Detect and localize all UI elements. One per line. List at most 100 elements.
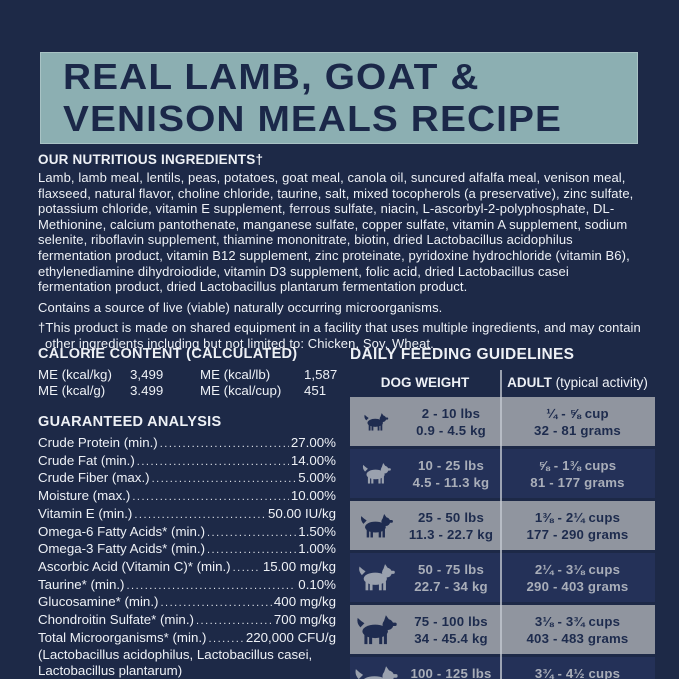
- dog-size-icon: [359, 513, 394, 538]
- analysis-row: Vitamin E (min.) 50.00 IU/kg: [38, 506, 336, 524]
- dog-weight-header: DOG WEIGHT: [380, 374, 470, 390]
- adult-header: ADULT (typical activity): [500, 375, 655, 390]
- feeding-row: 75 - 100 lbs 34 - 45.4 kg 3⅛ - 3¾ cups 403…: [350, 605, 655, 654]
- column-divider: [500, 370, 502, 679]
- recipe-title-line2: VENISON MEALS RECIPE: [63, 98, 563, 139]
- weight-lbs: 75 - 100 lbs: [414, 613, 488, 629]
- portion-cups: 3⅛ - 3¾ cups: [534, 613, 621, 629]
- guaranteed-analysis-section: GUARANTEED ANALYSIS Crude Protein (min.)…: [38, 414, 336, 679]
- analysis-label: Ascorbic Acid (Vitamin C)* (min.): [38, 558, 231, 574]
- weight-lbs: 50 - 75 lbs: [418, 561, 484, 577]
- portion-cups: 2¼ - 3⅛ cups: [534, 561, 621, 577]
- weight-kg: 4.5 - 11.3 kg: [412, 474, 490, 490]
- calorie-table: ME (kcal/kg) 3,499 ME (kcal/lb) 1,587 ME…: [38, 367, 338, 399]
- portion-grams: 81 - 177 grams: [530, 474, 625, 490]
- analysis-label: Total Microorganisms* (min.): [38, 629, 207, 645]
- analysis-row: Moisture (max.) 10.00%: [38, 488, 336, 506]
- feeding-row: 10 - 25 lbs 4.5 - 11.3 kg ⅝ - 1⅜ cups 81 -…: [350, 449, 655, 498]
- analysis-label: Moisture (max.): [38, 488, 131, 504]
- weight-lbs: 25 - 50 lbs: [418, 509, 484, 525]
- dog-size-icon: [353, 665, 399, 679]
- ingredients-section: OUR NUTRITIOUS INGREDIENTS† Lamb, lamb m…: [38, 152, 644, 352]
- dot-leader: [207, 524, 296, 542]
- dog-size-icon: [363, 412, 389, 431]
- analysis-value: 27.00%: [290, 435, 336, 450]
- analysis-value: 15.00 mg/kg: [262, 558, 336, 574]
- analysis-row: Omega-3 Fatty Acids* (min.) 1.00%: [38, 541, 336, 559]
- portion-cups: 1⅜ - 2¼ cups: [534, 509, 621, 525]
- feeding-row: 2 - 10 lbs 0.9 - 4.5 kg ¼ - ⅝ cup 32 - 81 …: [350, 397, 655, 446]
- weight-kg: 11.3 - 22.7 kg: [408, 526, 494, 542]
- guaranteed-analysis-heading: GUARANTEED ANALYSIS: [38, 414, 222, 430]
- portion-cups: ¼ - ⅝ cup: [546, 405, 609, 421]
- dot-leader: [233, 559, 261, 577]
- dot-leader: [196, 612, 272, 630]
- analysis-label: Chondroitin Sulfate* (min.): [38, 612, 194, 628]
- feeding-table: DOG WEIGHT ADULT (typical activity) 2 - …: [350, 370, 655, 679]
- feeding-row: 100 - 125 lbs45.4 - 56.7 kg 3¾ - 4½ cups…: [350, 657, 655, 679]
- analysis-value: 50.00 IU/kg: [267, 505, 336, 521]
- weight-kg: 22.7 - 34 kg: [414, 578, 488, 594]
- nutrition-column: CALORIE CONTENT (CALCULATED) ME (kcal/kg…: [38, 346, 338, 679]
- dog-size-icon: [361, 463, 392, 484]
- weight-lbs: 2 - 10 lbs: [421, 405, 481, 421]
- analysis-value: 10.00%: [290, 488, 336, 504]
- dot-leader: [126, 577, 296, 595]
- calorie-label: ME (kcal/cup): [200, 383, 282, 398]
- dog-size-icon: [357, 564, 396, 591]
- dot-leader: [134, 506, 266, 524]
- recipe-title-line1: REAL LAMB, GOAT &: [63, 56, 480, 97]
- calorie-heading: CALORIE CONTENT (CALCULATED): [38, 346, 298, 362]
- portion-grams: 32 - 81 grams: [534, 422, 621, 438]
- calorie-label: ME (kcal/lb): [200, 367, 271, 382]
- weight-lbs: 100 - 125 lbs: [410, 665, 492, 679]
- microorganisms-note: Contains a source of live (viable) natur…: [38, 299, 443, 315]
- analysis-value: 1.50%: [298, 523, 336, 539]
- analysis-label: Crude Fat (min.): [38, 452, 135, 468]
- analysis-label: Omega-3 Fatty Acids* (min.): [38, 541, 205, 557]
- portion-grams: 403 - 483 grams: [526, 630, 629, 646]
- dot-leader: [207, 541, 296, 559]
- dot-leader: [132, 488, 289, 506]
- dot-leader: [208, 630, 243, 648]
- feeding-heading: DAILY FEEDING GUIDELINES: [350, 346, 575, 363]
- analysis-label: Omega-6 Fatty Acids* (min.): [38, 523, 205, 539]
- weight-kg: 34 - 45.4 kg: [414, 630, 488, 646]
- analysis-label: Crude Protein (min.): [38, 435, 158, 450]
- dot-leader: [137, 453, 289, 471]
- analysis-row: Omega-6 Fatty Acids* (min.) 1.50%: [38, 524, 336, 542]
- feeding-row: 50 - 75 lbs 22.7 - 34 kg 2¼ - 3⅛ cups 290 …: [350, 553, 655, 602]
- analysis-label: Vitamin E (min.): [38, 505, 133, 521]
- analysis-value: 1.00%: [298, 541, 336, 557]
- dot-leader: [160, 435, 289, 453]
- analysis-label: Crude Fiber (max.): [38, 470, 150, 486]
- dog-size-icon: [355, 614, 398, 645]
- adult-header-normal: (typical activity): [551, 374, 648, 390]
- adult-header-bold: ADULT: [507, 374, 552, 390]
- dot-leader: [160, 594, 271, 612]
- feeding-guidelines-column: DAILY FEEDING GUIDELINES DOG WEIGHT ADUL…: [350, 346, 655, 679]
- portion-grams: 177 - 290 grams: [526, 526, 629, 542]
- calorie-label: ME (kcal/kg): [38, 367, 112, 382]
- weight-kg: 0.9 - 4.5 kg: [416, 422, 486, 438]
- calorie-value: 451: [304, 383, 327, 398]
- ingredients-list: Lamb, lamb meal, lentils, peas, potatoes…: [38, 170, 634, 295]
- analysis-row: Chondroitin Sulfate* (min.) 700 mg/kg: [38, 612, 336, 630]
- analysis-value: 5.00%: [298, 470, 336, 486]
- feeding-row: 25 - 50 lbs 11.3 - 22.7 kg 1⅜ - 2¼ cups 17…: [350, 501, 655, 550]
- calorie-label: ME (kcal/g): [38, 383, 106, 398]
- analysis-value: 0.10%: [298, 576, 336, 592]
- portion-cups: ⅝ - 1⅜ cups: [538, 457, 617, 473]
- analysis-row: Ascorbic Acid (Vitamin C)* (min.) 15.00 m…: [38, 559, 336, 577]
- microorganism-species: (Lactobacillus acidophilus, Lactobacillu…: [38, 647, 313, 679]
- analysis-row: Total Microorganisms* (min.) 220,000 CFU/…: [38, 630, 336, 648]
- calorie-value: 1,587: [304, 367, 338, 382]
- title-band: REAL LAMB, GOAT & VENISON MEALS RECIPE: [40, 52, 638, 144]
- portion-cups: 3¾ - 4½ cups: [534, 665, 621, 679]
- analysis-value: 400 mg/kg: [273, 594, 336, 610]
- analysis-row: Glucosamine* (min.) 400 mg/kg: [38, 594, 336, 612]
- analysis-row: Crude Protein (min.) 27.00%: [38, 435, 336, 453]
- guaranteed-analysis-list: Crude Protein (min.) 27.00% Crude Fat (mi…: [38, 435, 336, 647]
- calorie-value: 3,499: [130, 367, 164, 382]
